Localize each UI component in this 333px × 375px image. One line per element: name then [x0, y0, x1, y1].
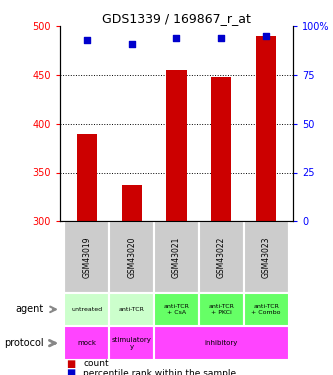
- Text: GSM43022: GSM43022: [217, 236, 226, 278]
- Text: protocol: protocol: [4, 338, 43, 348]
- Bar: [64, 326, 109, 360]
- Bar: [166, 70, 186, 221]
- Bar: [109, 221, 154, 292]
- Text: GSM43020: GSM43020: [127, 236, 136, 278]
- Text: untreated: untreated: [71, 307, 103, 312]
- Bar: [244, 292, 289, 326]
- Bar: [154, 221, 199, 292]
- Text: inhibitory: inhibitory: [205, 340, 238, 346]
- Text: anti-TCR
+ Combo: anti-TCR + Combo: [251, 304, 281, 315]
- Point: [84, 37, 90, 43]
- Text: count: count: [83, 359, 109, 368]
- Title: GDS1339 / 169867_r_at: GDS1339 / 169867_r_at: [102, 12, 251, 25]
- Text: anti-TCR
+ PKCi: anti-TCR + PKCi: [208, 304, 234, 315]
- Bar: [256, 36, 276, 221]
- Bar: [199, 292, 244, 326]
- Text: anti-TCR
+ CsA: anti-TCR + CsA: [164, 304, 189, 315]
- Point: [263, 33, 269, 39]
- Bar: [244, 221, 289, 292]
- Bar: [122, 185, 142, 221]
- Text: stimulatory
y: stimulatory y: [112, 337, 152, 350]
- Bar: [64, 292, 109, 326]
- Text: anti-TCR: anti-TCR: [119, 307, 145, 312]
- Point: [129, 41, 134, 47]
- Text: ■: ■: [67, 359, 76, 369]
- Bar: [199, 221, 244, 292]
- Bar: [211, 77, 231, 221]
- Bar: [154, 292, 199, 326]
- Point: [219, 35, 224, 41]
- Bar: [64, 221, 109, 292]
- Text: mock: mock: [77, 340, 96, 346]
- Text: agent: agent: [15, 304, 43, 314]
- Bar: [109, 326, 154, 360]
- Bar: [109, 292, 154, 326]
- Text: ■: ■: [67, 368, 76, 375]
- Bar: [77, 134, 97, 221]
- Text: GSM43023: GSM43023: [262, 236, 271, 278]
- Text: GSM43021: GSM43021: [172, 236, 181, 278]
- Text: GSM43019: GSM43019: [82, 236, 91, 278]
- Text: percentile rank within the sample: percentile rank within the sample: [83, 369, 236, 375]
- Bar: [154, 326, 289, 360]
- Point: [174, 35, 179, 41]
